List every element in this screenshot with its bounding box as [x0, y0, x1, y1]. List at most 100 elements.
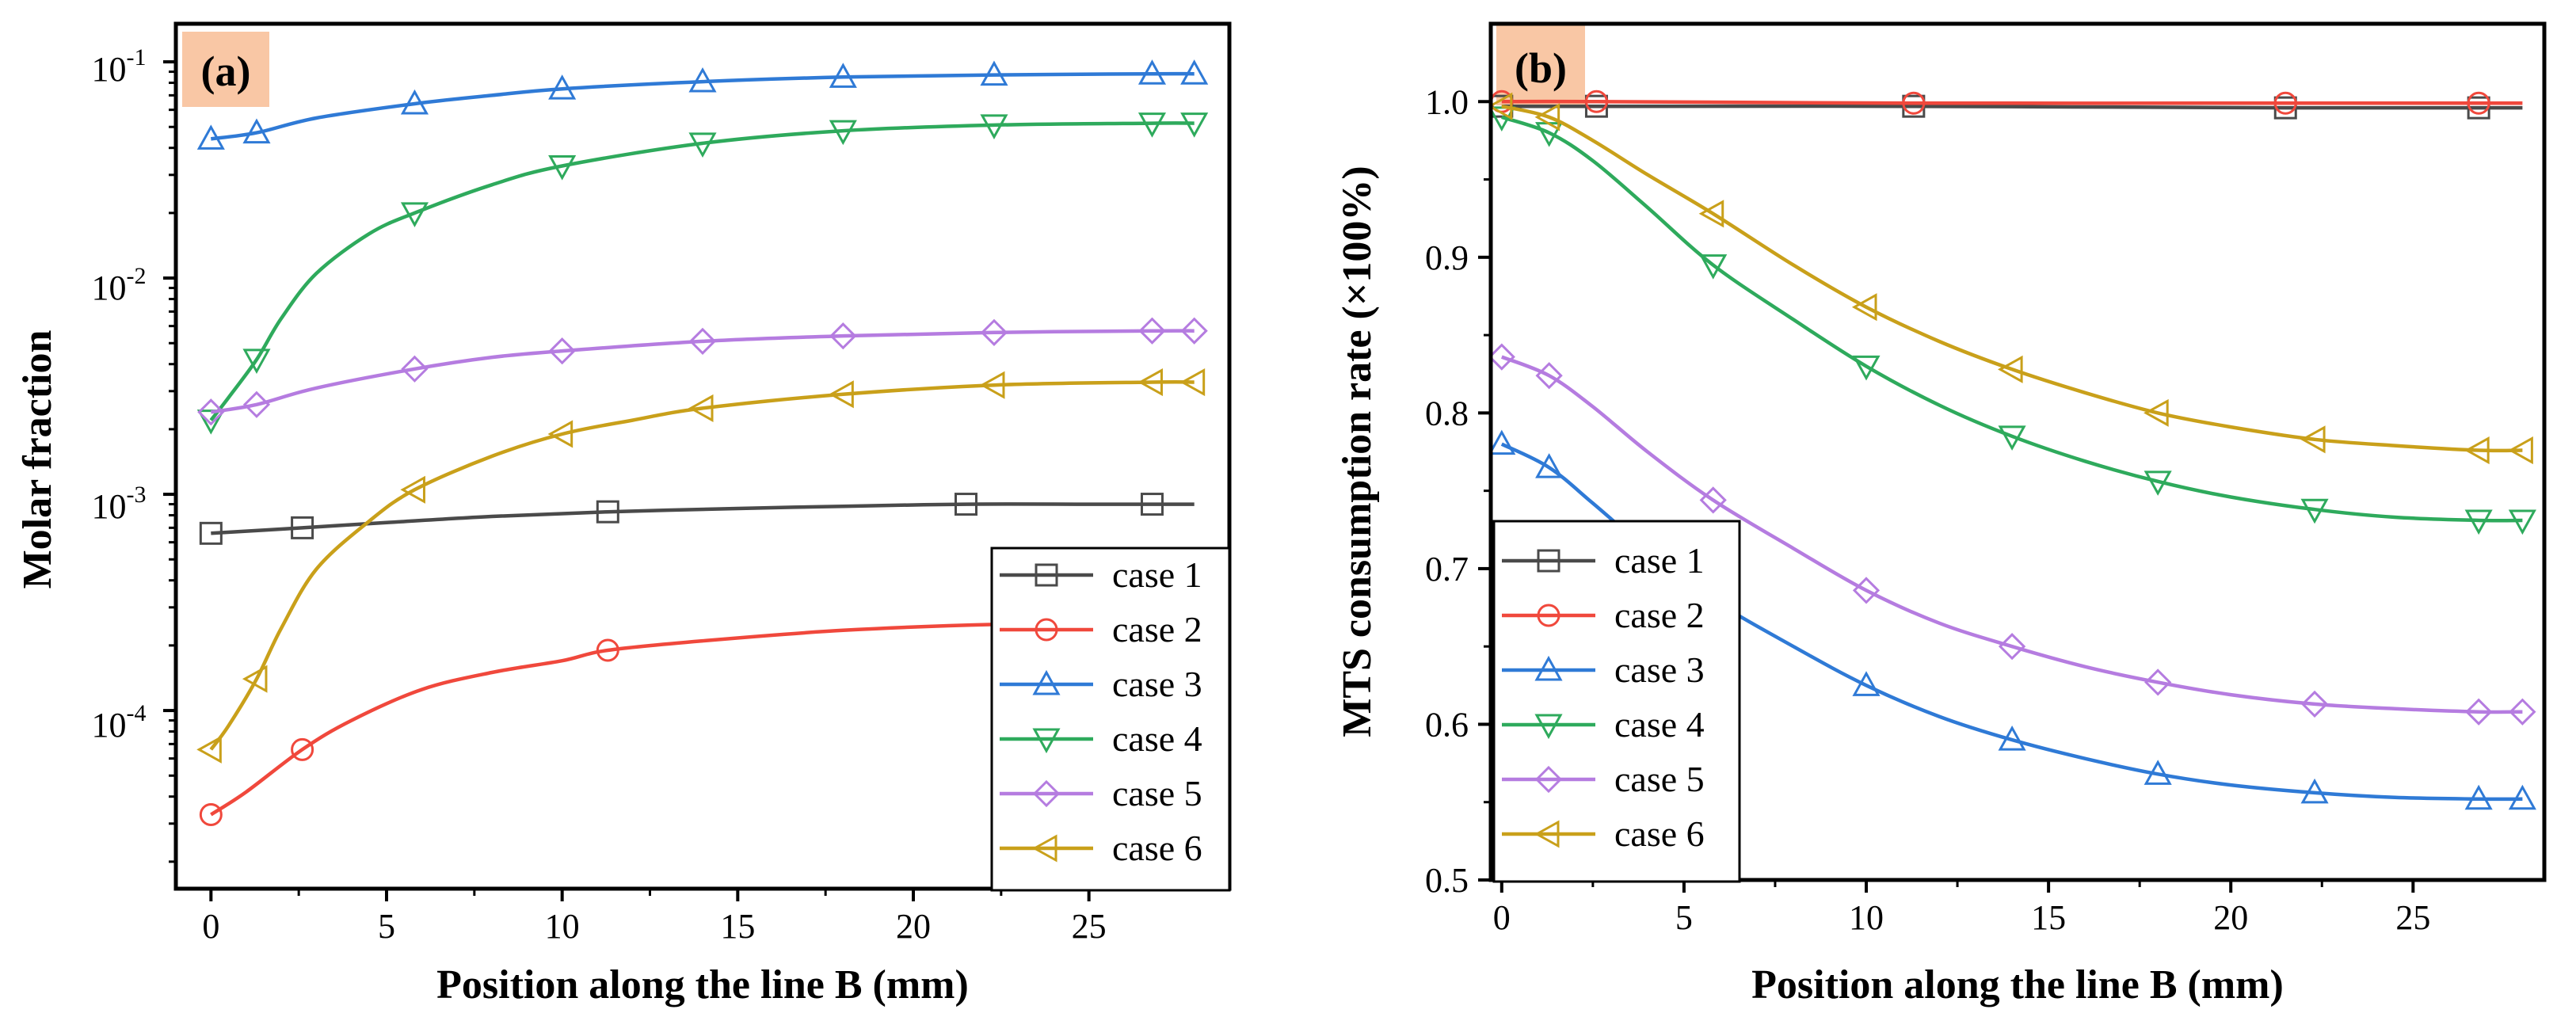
panel-a-point-case-6-0 [196, 735, 222, 764]
panel-b-point-case-6-0 [1491, 92, 1513, 120]
panel-a-legend-marker-case-4 [1032, 728, 1061, 754]
panel-b-point-case-6-7 [2464, 436, 2490, 465]
svg-text:10-3: 10-3 [92, 482, 147, 526]
panel-a-point-case-5-2 [401, 355, 429, 383]
panel-a-label-background [182, 32, 269, 107]
panel-a-legend: case 1 case 2 case 3 case 4 case 5 case 6 [990, 547, 1231, 892]
panel-b-series-line-case-4 [1501, 115, 2523, 523]
panel-b-legend-item-case-1: case 1 [1502, 540, 1705, 581]
panel-a-ytick-0: 10-1 [92, 44, 147, 89]
panel-a-xlabel: Position along the line B (mm) [436, 962, 969, 1007]
panel-a-point-case-1-3 [955, 493, 977, 516]
panel-a-point-case-6-7 [1137, 368, 1163, 397]
panel-a-point-case-4-4 [688, 132, 717, 158]
panel-b-ytick-label-2: 0.7 [1425, 550, 1469, 588]
panel-a-point-case-4-7 [1137, 112, 1167, 138]
panel-a-point-case-5-1 [242, 390, 271, 418]
panel-b-legend-item-case-3: case 3 [1502, 649, 1705, 690]
panel-a-ytick-3: 10-4 [92, 700, 147, 745]
panel-a-point-case-5-7 [1138, 317, 1166, 345]
panel-b-legend-label-case-5: case 5 [1614, 759, 1705, 799]
panel-b-legend-item-case-2: case 2 [1502, 595, 1705, 635]
panel-b-point-case-2-1 [1584, 90, 1608, 113]
panel-a-legend-label-case-5: case 5 [1112, 773, 1202, 813]
panel-b-point-case-5-0 [1491, 343, 1515, 371]
panel-a-legend-item-case-6: case 6 [1000, 828, 1202, 868]
panel-b-point-case-5-4 [1998, 633, 2026, 661]
svg-text:10-1: 10-1 [92, 44, 147, 89]
panel-b-xtick-label-5: 25 [2395, 898, 2430, 937]
panel-a-point-case-6-8 [1179, 368, 1206, 397]
panel-b-point-case-3-5 [2300, 778, 2329, 804]
panel-b-legend-item-case-5: case 5 [1502, 759, 1705, 799]
panel-b-legend-item-case-4: case 4 [1502, 704, 1705, 745]
panel-b-ylabel: MTS consumption rate (×100%) [1335, 166, 1380, 737]
panel-b-frame [1488, 21, 2547, 882]
panel-b-legend-marker-case-3 [1534, 655, 1563, 681]
panel-a-legend-marker-case-5 [1032, 779, 1061, 808]
panel-a-point-case-5-4 [688, 327, 717, 356]
panel-a-legend-box [990, 547, 1231, 892]
panel-a-point-case-3-2 [400, 89, 429, 115]
panel-b-legend: case 1 case 2 case 3 case 4 case 5 case 6 [1492, 520, 1741, 883]
panel-b-legend-marker-case-5 [1534, 765, 1563, 794]
panel-a-point-case-4-2 [400, 202, 429, 227]
panel-a-label: (a) [201, 48, 251, 95]
panel-b-series-line-case-2 [1501, 99, 2523, 105]
panel-a-legend-marker-case-3 [1032, 669, 1061, 695]
panel-b-legend-box [1492, 520, 1741, 883]
panel-a-legend-label-case-4: case 4 [1112, 718, 1202, 759]
svg-text:10-4: 10-4 [92, 700, 147, 745]
panel-b-point-case-6-2 [1698, 200, 1724, 228]
panel-b-xlabel: Position along the line B (mm) [1751, 962, 2284, 1007]
panel-a-legend-item-case-1: case 1 [1000, 554, 1202, 595]
panel-a-point-case-3-6 [980, 60, 1008, 86]
panel-b-xtick-label-1: 5 [1675, 898, 1693, 937]
panel-b-point-case-2-2 [1902, 91, 1926, 115]
panel-b-series-line-case-1 [1501, 104, 2523, 110]
panel-a-point-case-6-1 [242, 665, 268, 693]
panel-a-ytick-1: 10-2 [92, 263, 147, 307]
panel-b-point-case-5-3 [1852, 577, 1881, 604]
panel-a-point-case-5-6 [980, 318, 1008, 346]
svg-text:10-2: 10-2 [92, 263, 147, 307]
panel-a-legend-item-case-4: case 4 [1000, 718, 1202, 759]
panel-b-legend-label-case-3: case 3 [1614, 649, 1705, 690]
panel-b-point-case-4-8 [2508, 509, 2536, 535]
panel-b-point-case-2-3 [2273, 91, 2297, 115]
panel-b-point-case-2-4 [2467, 91, 2490, 115]
panel-a-xtick-label-1: 5 [378, 907, 395, 946]
panel-b-point-case-5-7 [2465, 698, 2493, 726]
panel-a-point-case-5-5 [829, 322, 857, 350]
panel-b-legend-item-case-6: case 6 [1502, 813, 1705, 854]
panel-b-point-case-6-8 [2508, 436, 2533, 465]
panel-b-legend-marker-case-6 [1534, 820, 1560, 848]
panel-b-point-case-4-7 [2464, 509, 2493, 535]
panel-b-legend-label-case-1: case 1 [1614, 540, 1705, 581]
panel-a-point-case-5-0 [197, 398, 225, 426]
panel-b-xtick-label-3: 15 [2031, 898, 2066, 937]
panel-a-point-case-5-3 [548, 337, 576, 365]
panel-a-legend-label-case-2: case 2 [1112, 609, 1202, 649]
panel-b-label-background [1496, 22, 1585, 105]
panel-b-legend-label-case-2: case 2 [1614, 595, 1705, 635]
panel-a-ylabel: Molar fraction [15, 330, 60, 589]
panel-a-point-case-3-1 [242, 118, 271, 144]
panel-b-point-case-3-0 [1491, 429, 1516, 455]
panel-a-point-case-1-2 [596, 500, 619, 524]
panel-a-point-case-2-0 [199, 803, 223, 827]
panel-b-point-case-5-2 [1699, 486, 1727, 514]
panel-b-point-case-6-1 [1534, 103, 1560, 131]
panel-a-point-case-6-4 [688, 394, 714, 422]
panel-a-ytick-2: 10-3 [92, 482, 147, 526]
panel-a-point-case-6-3 [547, 420, 574, 448]
panel-a-point-case-3-7 [1137, 59, 1167, 85]
panel-a-point-case-6-5 [829, 380, 854, 409]
panel-a-point-case-1-1 [291, 516, 314, 539]
panel-b-point-case-6-5 [2143, 398, 2169, 427]
panel-a-point-case-2-1 [291, 737, 314, 761]
panel-b-point-case-3-6 [2464, 784, 2493, 810]
panel-a-point-case-4-1 [242, 349, 271, 375]
panel-b-point-case-4-4 [1998, 425, 2026, 451]
